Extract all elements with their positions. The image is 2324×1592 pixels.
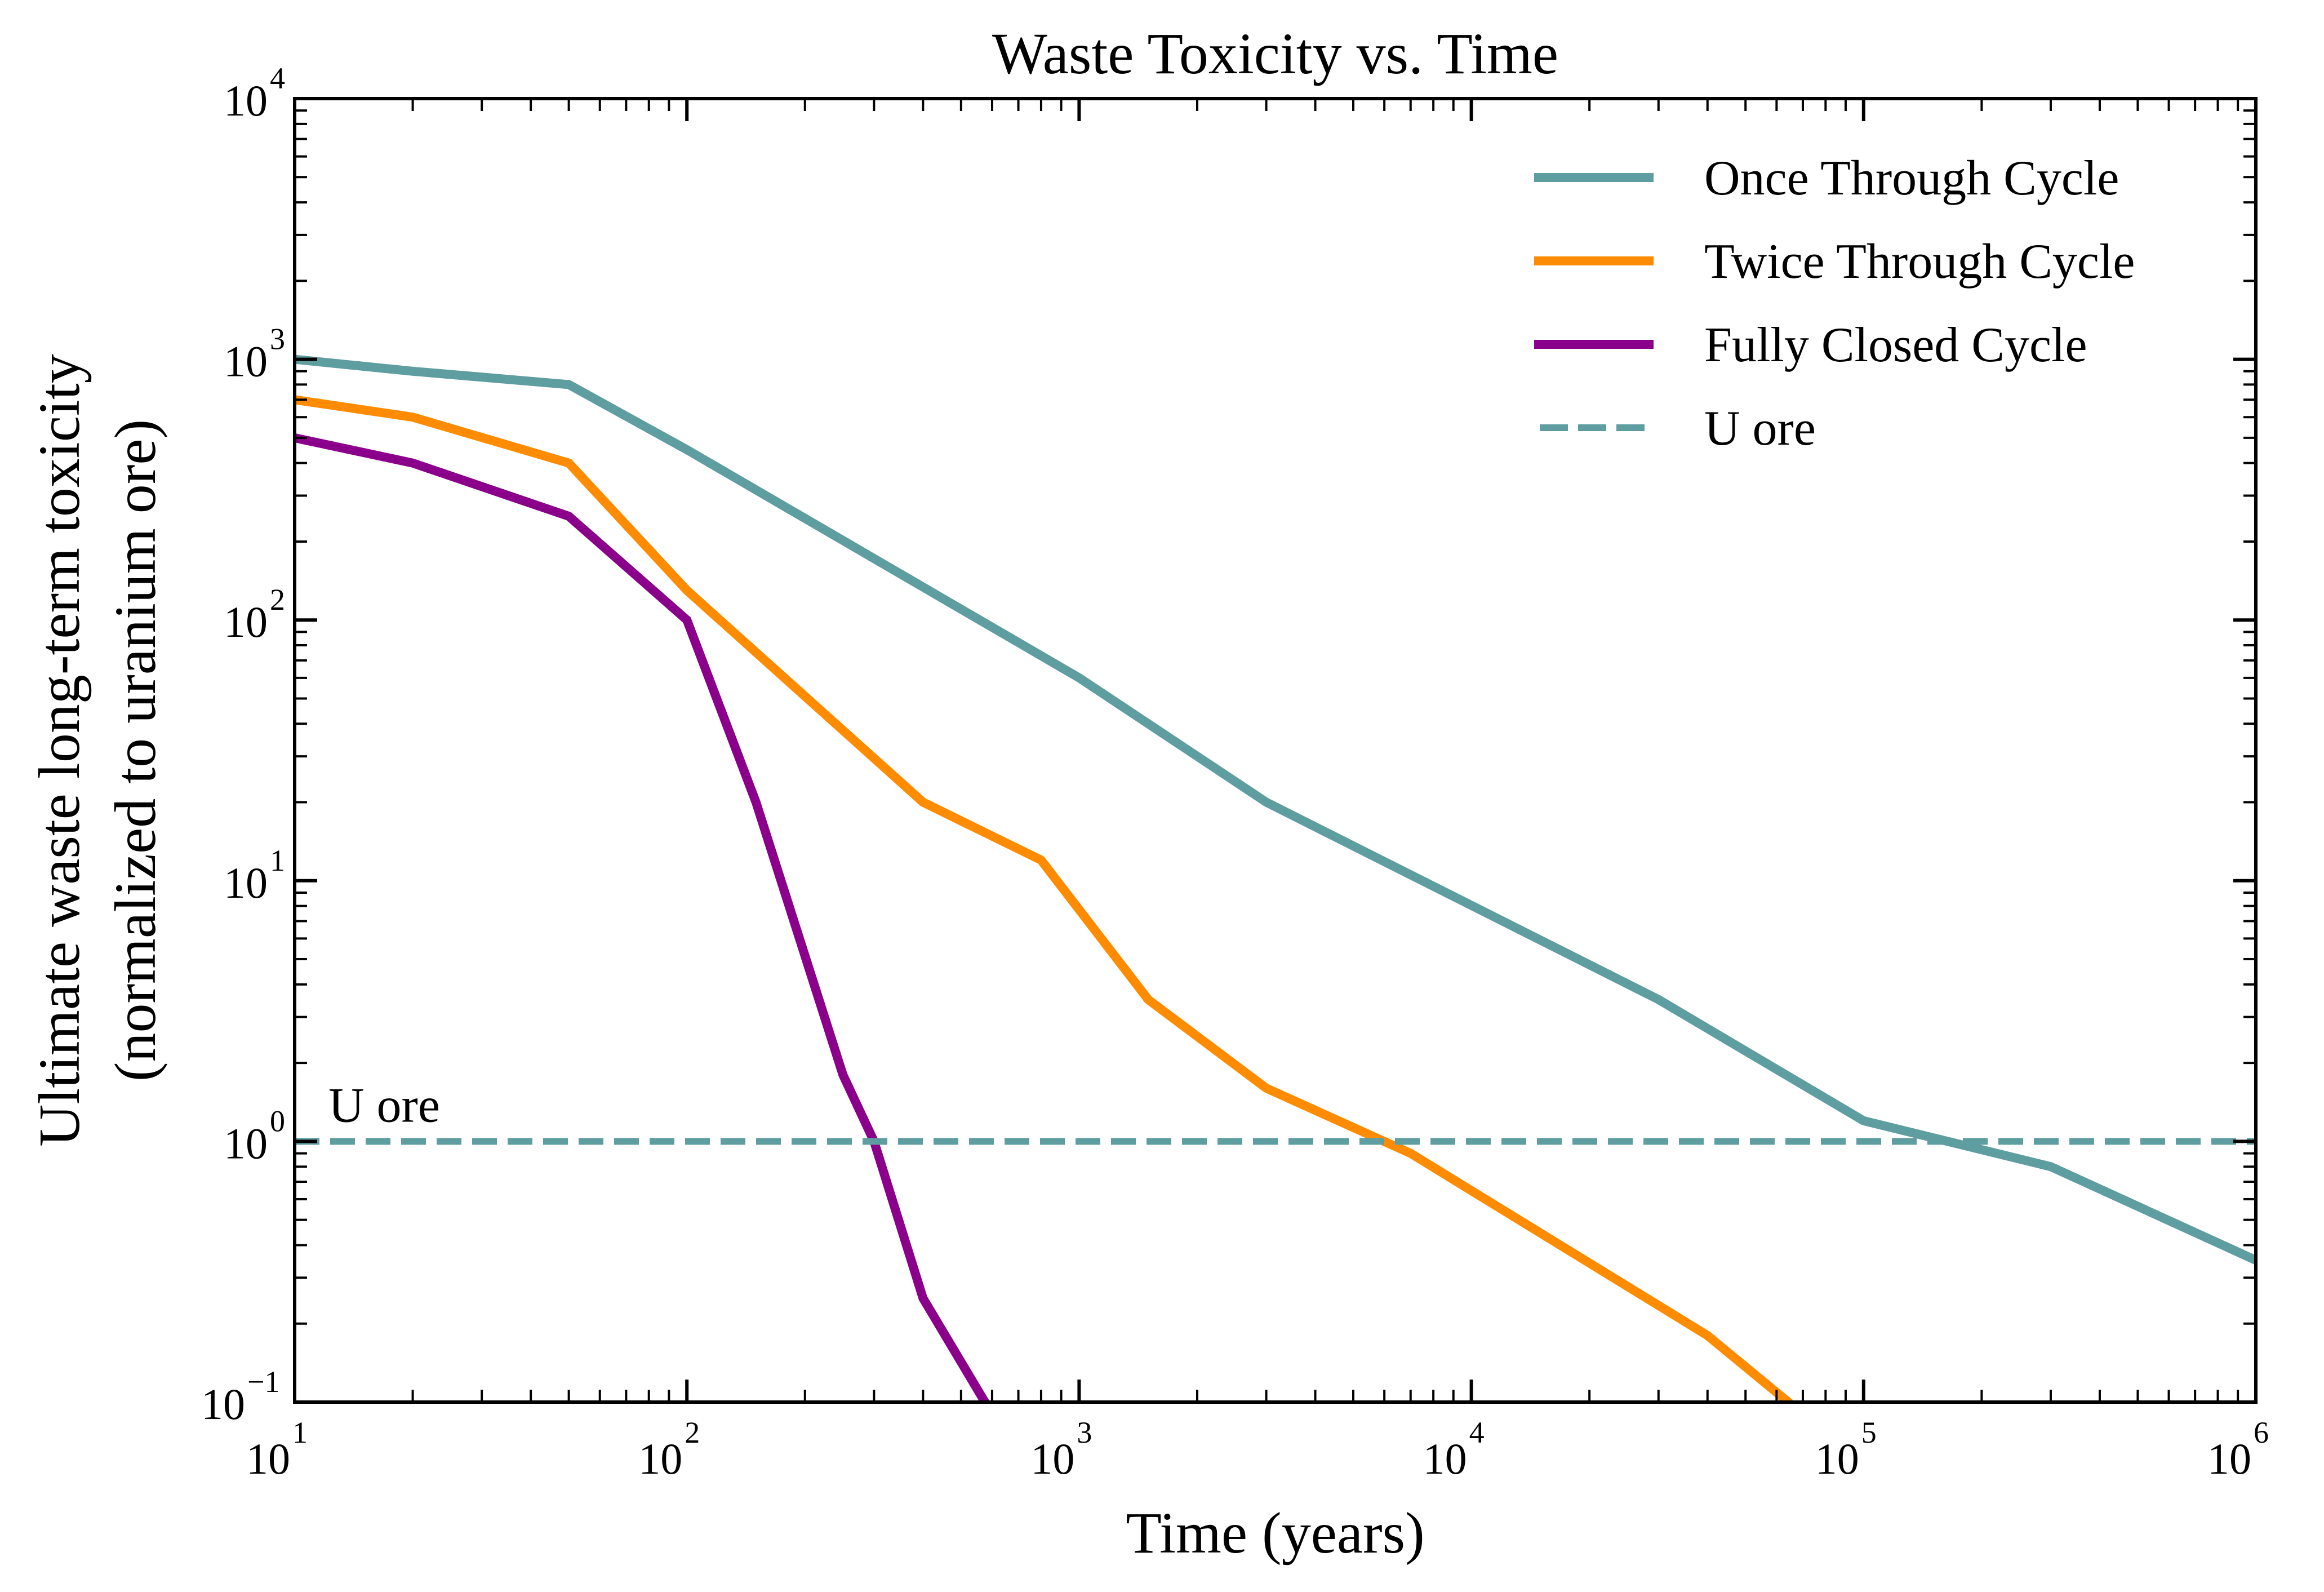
x-tick-label: 10 [1423, 1434, 1467, 1483]
annotations: U ore [328, 1078, 440, 1133]
x-tick-label: 10 [246, 1434, 290, 1483]
x-tick-label: 10 [638, 1434, 682, 1483]
legend-label: Twice Through Cycle [1704, 234, 2135, 289]
x-tick-exponent: 4 [1469, 1416, 1485, 1449]
y-tick-label: 10 [224, 337, 268, 386]
chart-title: Waste Toxicity vs. Time [992, 21, 1558, 86]
y-tick-exponent: 0 [270, 1104, 285, 1138]
legend: Once Through Cycle Twice Through Cycle Ful… [1534, 151, 2135, 456]
legend-item: Once Through Cycle [1534, 151, 2119, 206]
plot-frame [293, 97, 2258, 1404]
y-axis-label-line-1: Ultimate waste long-term toxicity [27, 354, 92, 1147]
y-tick-label: 10 [224, 858, 268, 907]
y-tick-exponent: 1 [270, 844, 285, 877]
legend-label: U ore [1704, 401, 1816, 456]
x-tick-exponent: 2 [685, 1416, 700, 1449]
series-layer [295, 354, 2256, 1402]
x-tick-label: 10 [1815, 1434, 1859, 1483]
x-tick-exponent: 5 [1861, 1416, 1877, 1449]
series-line-fully-closed-cycle [295, 433, 990, 1402]
x-tick-label: 10 [1030, 1434, 1074, 1483]
x-tick-label: 10 [2207, 1434, 2251, 1483]
series-line-twice-through-cycle [295, 395, 1796, 1402]
y-tick-label: 10 [224, 1119, 268, 1168]
y-tick-exponent: 2 [270, 583, 285, 617]
legend-label: Once Through Cycle [1704, 151, 2119, 206]
y-axis-label-line-2: (normalized to uranium ore) [103, 419, 168, 1081]
x-tick-exponent: 3 [1077, 1416, 1092, 1449]
legend-item: Twice Through Cycle [1534, 234, 2135, 289]
legend-item: Fully Closed Cycle [1534, 318, 2087, 372]
x-axis-label: Time (years) [1126, 1501, 1425, 1566]
legend-item: U ore [1540, 401, 1816, 456]
legend-label: Fully Closed Cycle [1704, 318, 2087, 372]
series-clip-group [295, 354, 2256, 1402]
x-tick-exponent: 6 [2254, 1416, 2269, 1449]
y-tick-label: 10 [201, 1380, 245, 1429]
x-tick-exponent: 1 [292, 1416, 308, 1449]
annotation-u-ore: U ore [328, 1078, 440, 1133]
y-tick-label: 10 [224, 76, 268, 125]
y-tick-exponent: 3 [270, 322, 285, 356]
y-axis-label: Ultimate waste long-term toxicity (norma… [27, 354, 168, 1147]
y-tick-exponent: 4 [270, 61, 285, 95]
y-tick-label: 10 [224, 597, 268, 646]
y-tick-exponent: −1 [247, 1365, 279, 1399]
series-line-once-through-cycle [295, 354, 2256, 1265]
